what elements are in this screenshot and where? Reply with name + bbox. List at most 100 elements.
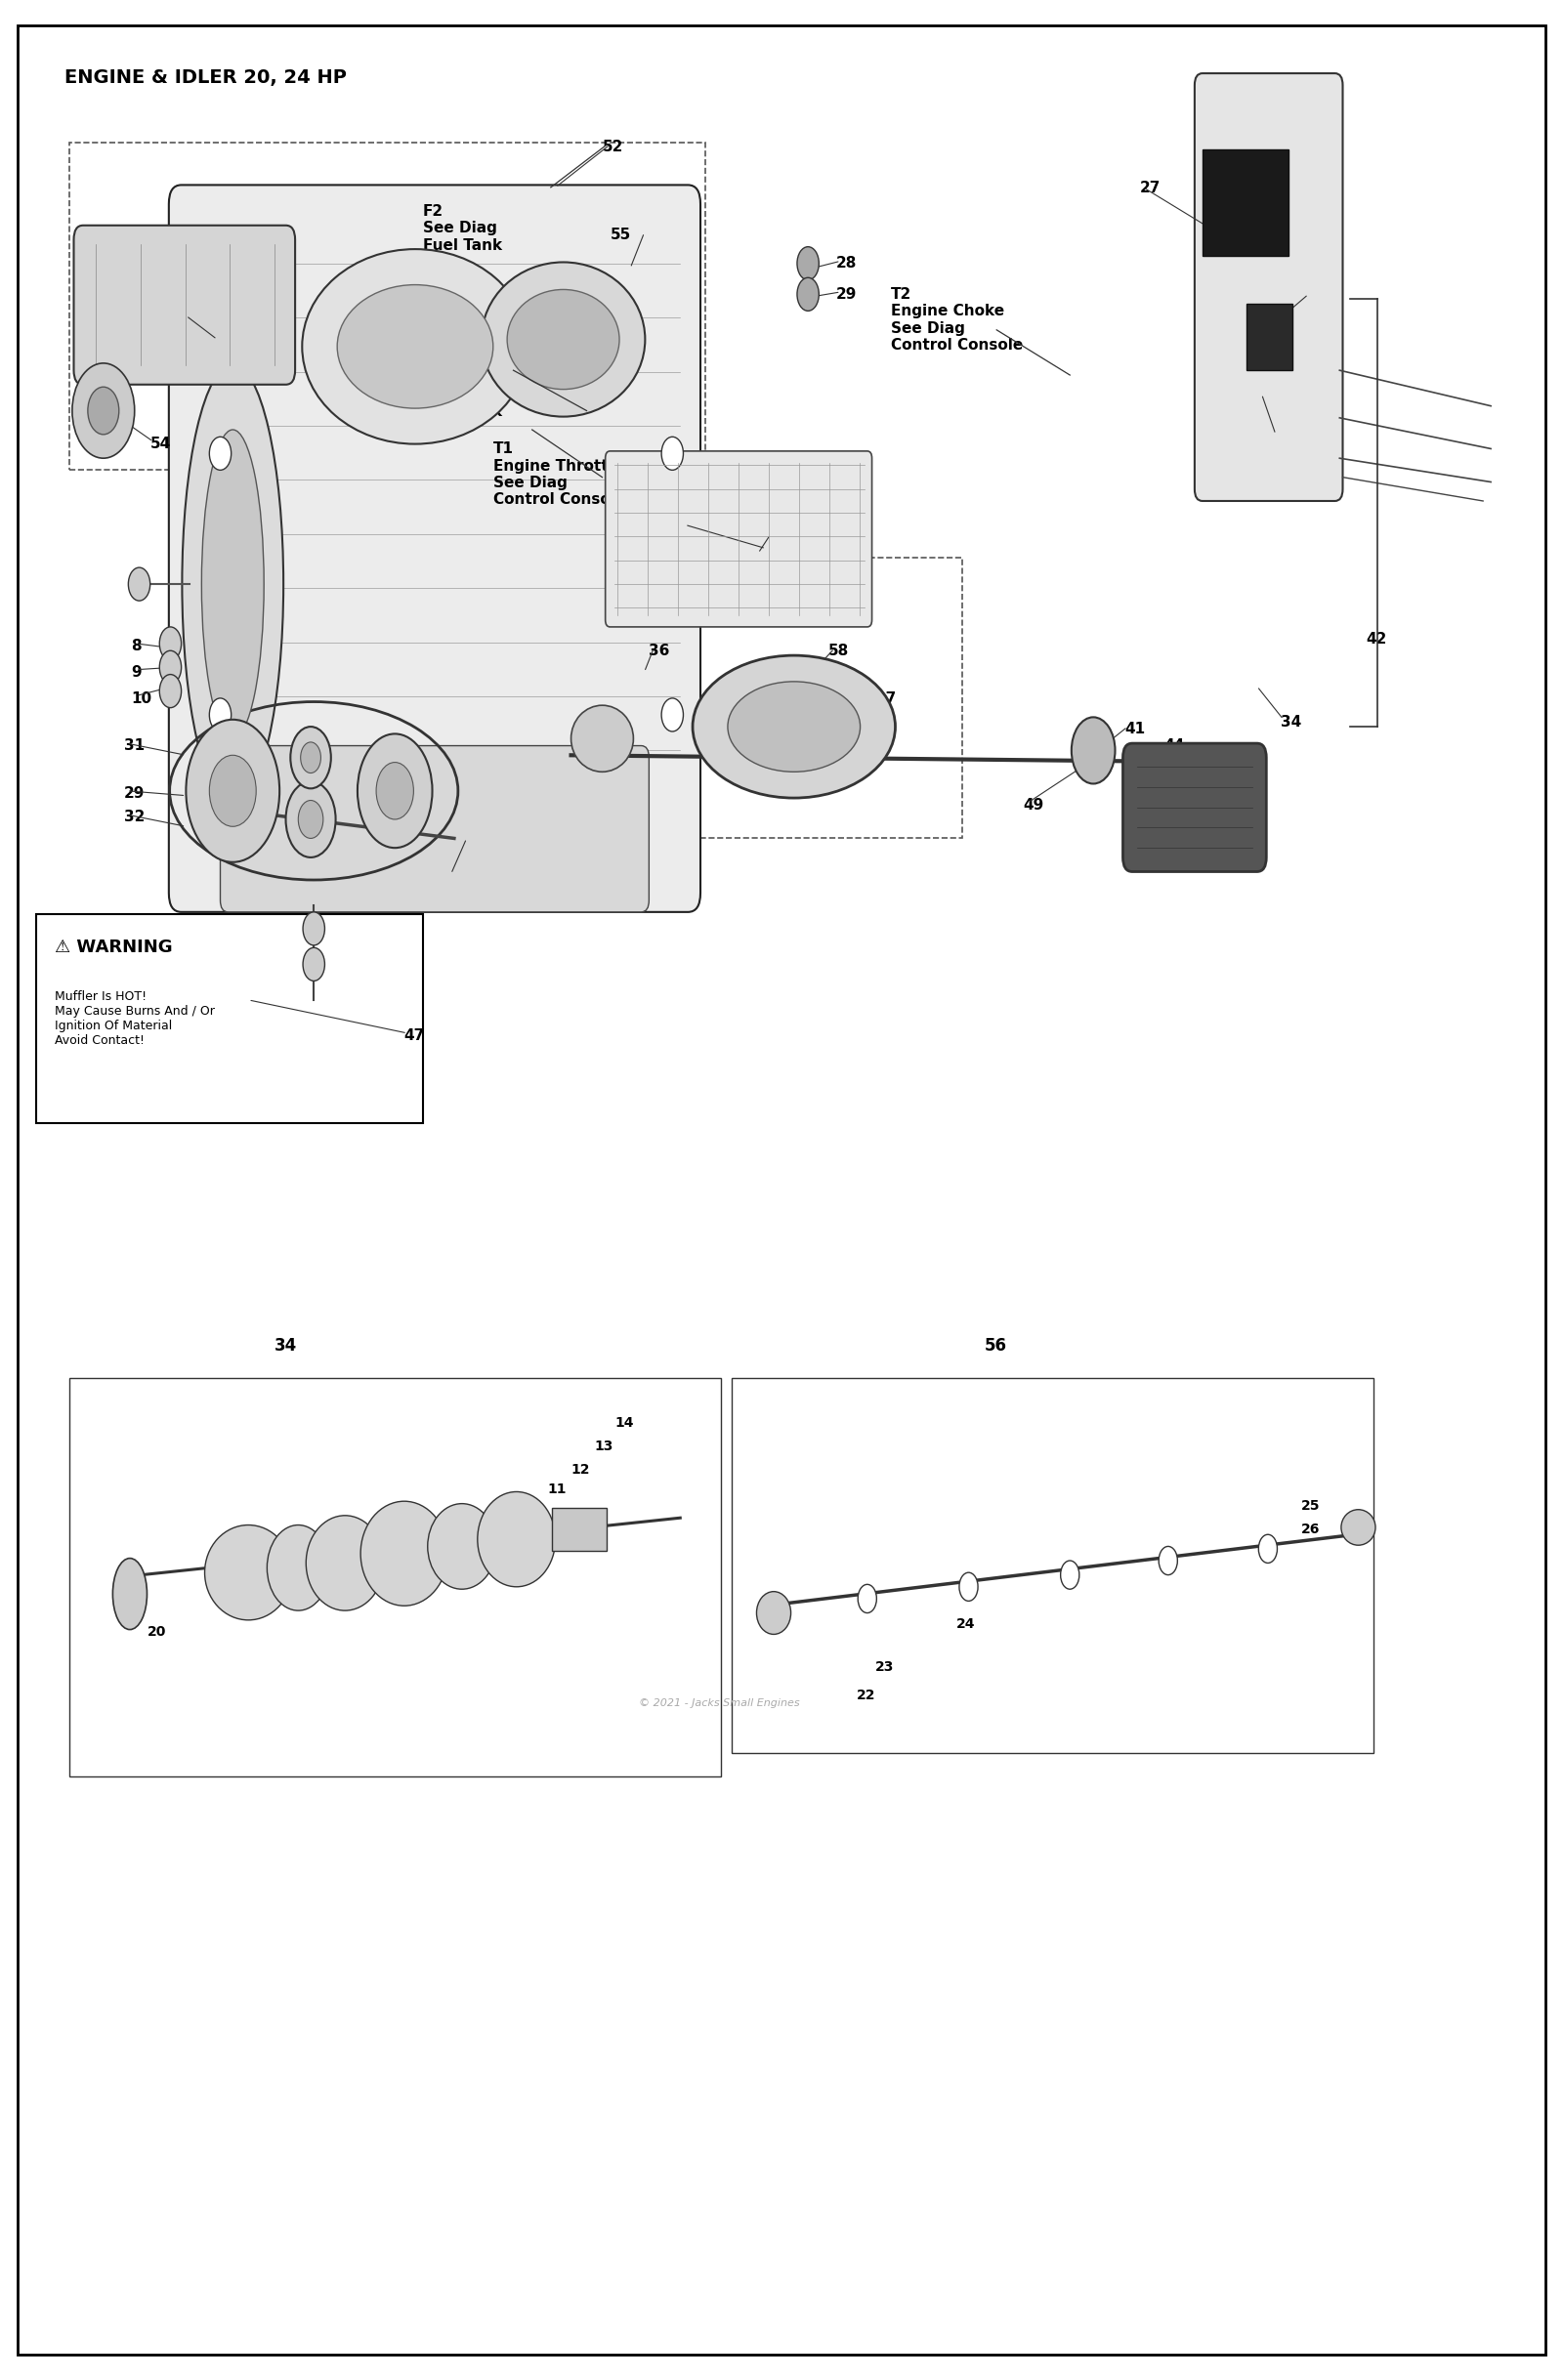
FancyBboxPatch shape: [1194, 74, 1343, 500]
Bar: [552, 1509, 606, 1552]
Text: 25: 25: [1300, 1499, 1319, 1514]
Circle shape: [303, 947, 325, 981]
Ellipse shape: [205, 1526, 292, 1621]
Circle shape: [186, 719, 280, 862]
Ellipse shape: [202, 431, 264, 738]
Circle shape: [661, 697, 683, 731]
Bar: [731, 1378, 1374, 1754]
Text: 16: 16: [405, 1566, 424, 1578]
Text: 28: 28: [836, 257, 857, 271]
Ellipse shape: [756, 1592, 791, 1635]
Text: 23: 23: [875, 1661, 894, 1673]
Circle shape: [1258, 1535, 1277, 1564]
Text: 29: 29: [836, 288, 857, 302]
Text: 44: 44: [1163, 738, 1185, 752]
Text: 24: 24: [957, 1618, 975, 1630]
Text: © 2021 - Jacks Small Engines: © 2021 - Jacks Small Engines: [639, 1699, 800, 1709]
Text: 20: 20: [147, 1626, 166, 1637]
Text: 57: 57: [766, 528, 786, 545]
Ellipse shape: [728, 681, 860, 771]
Bar: [69, 143, 705, 471]
Circle shape: [286, 781, 336, 857]
Circle shape: [209, 438, 231, 471]
Text: 58: 58: [828, 643, 849, 659]
Text: 47: 47: [405, 1028, 425, 1042]
Ellipse shape: [306, 1516, 384, 1611]
Circle shape: [797, 278, 819, 312]
Text: 8: 8: [131, 638, 142, 654]
Ellipse shape: [302, 250, 528, 445]
Text: 33: 33: [828, 666, 849, 683]
Text: 53: 53: [181, 312, 202, 326]
Text: 32: 32: [123, 809, 144, 823]
Text: 14: 14: [614, 1416, 633, 1430]
Bar: [1202, 150, 1288, 257]
Text: 1: 1: [1272, 431, 1283, 445]
Text: 36: 36: [649, 643, 671, 659]
Text: 2: 2: [1311, 288, 1322, 302]
Text: 31: 31: [123, 738, 144, 752]
Circle shape: [377, 762, 414, 819]
FancyBboxPatch shape: [220, 745, 649, 912]
Text: 17: 17: [334, 1571, 353, 1583]
Text: 55: 55: [610, 228, 631, 243]
Text: ENGINE & IDLER 20, 24 HP: ENGINE & IDLER 20, 24 HP: [64, 69, 347, 88]
Bar: [36, 914, 424, 1123]
Text: 56: 56: [985, 1338, 1007, 1354]
Ellipse shape: [481, 262, 646, 416]
Text: 34: 34: [275, 1338, 297, 1354]
Circle shape: [358, 733, 433, 847]
Text: 6: 6: [1218, 845, 1229, 859]
Text: 41: 41: [1124, 721, 1146, 735]
Circle shape: [209, 754, 256, 826]
Text: 15: 15: [384, 1542, 403, 1554]
Bar: [467, 557, 963, 838]
Circle shape: [858, 1585, 877, 1614]
Circle shape: [88, 388, 119, 436]
FancyBboxPatch shape: [73, 226, 295, 386]
Ellipse shape: [428, 1504, 495, 1590]
Circle shape: [960, 1573, 978, 1602]
Text: 10: 10: [131, 690, 152, 707]
Ellipse shape: [1072, 716, 1114, 783]
Text: 54: 54: [150, 438, 170, 452]
Text: 30: 30: [447, 869, 467, 883]
Text: T1
Engine Throttle
See Diag
Control Console: T1 Engine Throttle See Diag Control Cons…: [492, 443, 625, 507]
Text: 42: 42: [1366, 631, 1386, 647]
Ellipse shape: [361, 1502, 449, 1607]
Text: 34: 34: [1280, 714, 1300, 728]
Text: 26: 26: [1300, 1523, 1319, 1537]
Text: 56: 56: [680, 519, 702, 536]
Circle shape: [300, 743, 320, 774]
Ellipse shape: [506, 290, 619, 390]
FancyBboxPatch shape: [169, 186, 700, 912]
Circle shape: [1158, 1547, 1177, 1576]
FancyBboxPatch shape: [1122, 743, 1266, 871]
Ellipse shape: [478, 1492, 555, 1587]
Circle shape: [1061, 1561, 1080, 1590]
Text: T2
Engine Choke
See Diag
Control Console: T2 Engine Choke See Diag Control Console: [891, 288, 1022, 352]
Text: 27: 27: [1139, 181, 1161, 195]
Circle shape: [209, 697, 231, 731]
Text: 18: 18: [481, 1518, 502, 1533]
Text: ⚠ WARNING: ⚠ WARNING: [55, 938, 173, 957]
Text: 52: 52: [602, 140, 624, 155]
Circle shape: [72, 364, 134, 459]
Text: 19: 19: [270, 1578, 289, 1590]
Text: 9: 9: [131, 664, 142, 681]
Text: F1
See Diag
Fuel Tank: F1 See Diag Fuel Tank: [424, 371, 502, 419]
Bar: [1246, 305, 1293, 371]
Text: 12: 12: [570, 1464, 591, 1478]
Ellipse shape: [692, 655, 896, 797]
FancyBboxPatch shape: [605, 452, 872, 626]
Ellipse shape: [267, 1526, 330, 1611]
Text: 49: 49: [1024, 797, 1044, 812]
Circle shape: [159, 626, 181, 659]
Ellipse shape: [570, 704, 633, 771]
Text: 22: 22: [857, 1690, 875, 1702]
Text: 13: 13: [594, 1440, 613, 1454]
Text: Muffler Is HOT!
May Cause Burns And / Or
Ignition Of Material
Avoid Contact!: Muffler Is HOT! May Cause Burns And / Or…: [55, 990, 216, 1047]
Text: 40: 40: [852, 757, 872, 771]
Circle shape: [299, 800, 324, 838]
Text: 3: 3: [1280, 450, 1291, 464]
